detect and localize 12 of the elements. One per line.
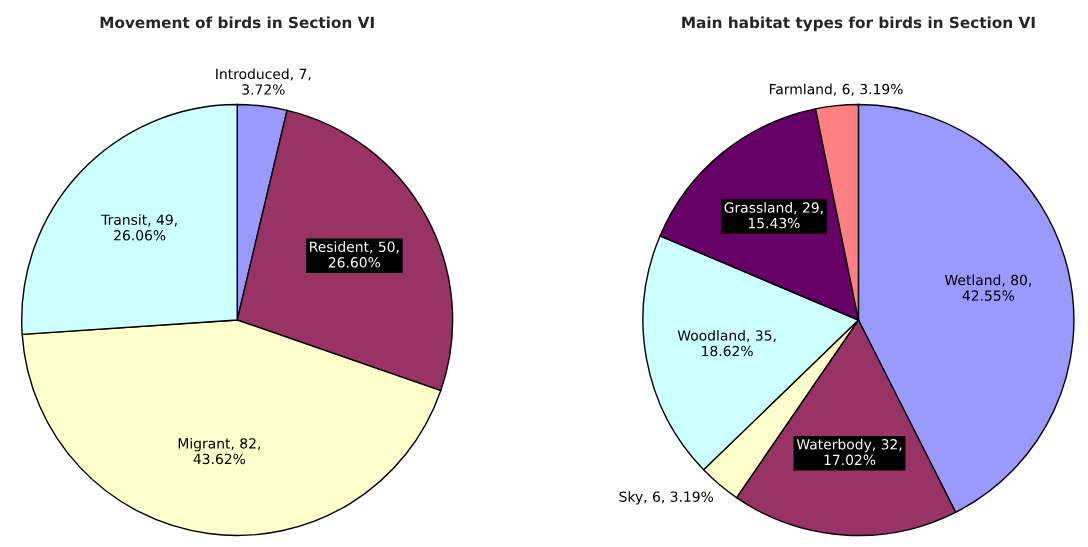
slice-label: Sky, 6, 3.19% [619, 491, 714, 505]
slice-label: Migrant, 82, 43.62% [178, 437, 261, 465]
slice-label: Wetland, 80, 42.55% [944, 274, 1031, 301]
slice-label: Resident, 50, 26.60% [310, 241, 399, 268]
chart-title: Main habitat types for birds in Section VI [682, 16, 1035, 32]
slice-label: Introduced, 7, 3.72% [216, 68, 311, 95]
slice-label: Woodland, 35, 18.62% [677, 329, 776, 357]
slice-label: Farmland, 6, 3.19% [769, 83, 903, 96]
slice-label: Grassland, 29, 15.43% [724, 202, 823, 229]
slice-label: Transit, 49, 26.06% [101, 214, 177, 241]
chart-title: Movement of birds in Section VI [100, 16, 374, 29]
slice-label: Waterbody, 32, 17.02% [796, 438, 902, 466]
